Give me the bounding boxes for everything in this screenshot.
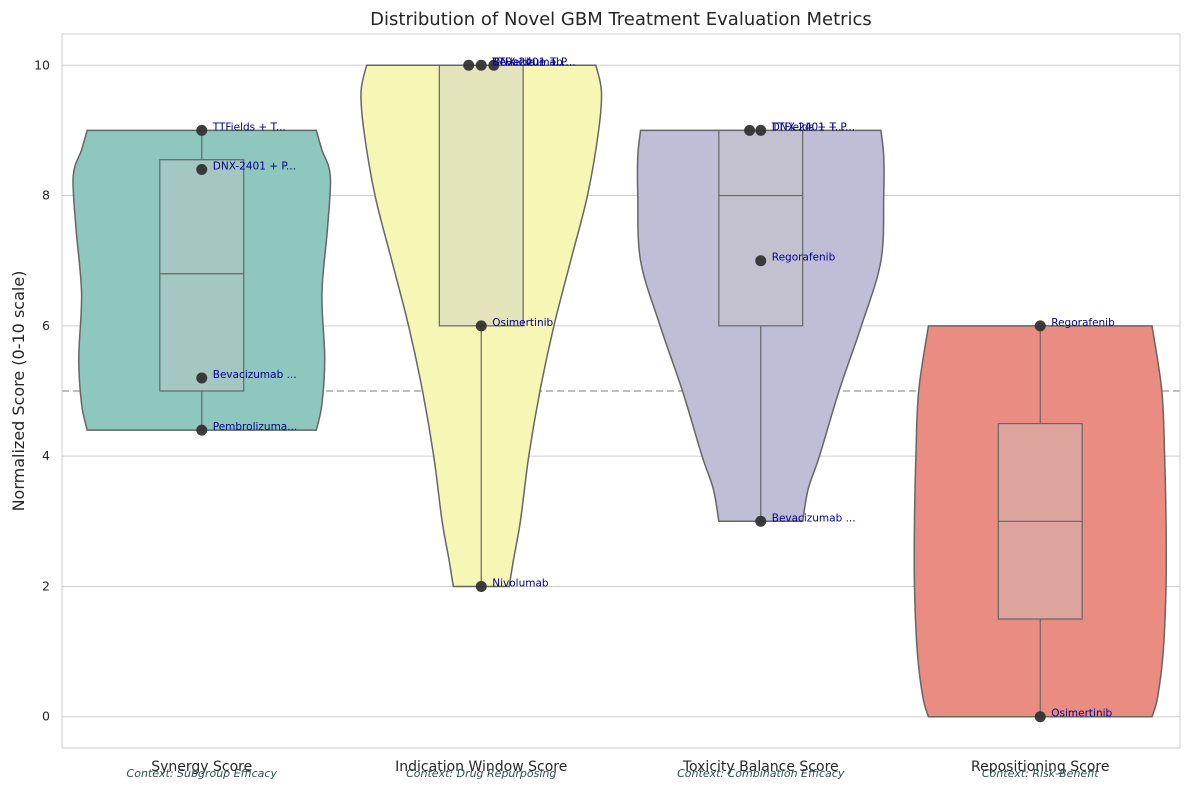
data-point-label: TTFields + T... <box>491 56 565 68</box>
data-point-label: Pembrolizuma... <box>213 421 298 433</box>
x-tick-label: Indication Window Score <box>395 759 567 775</box>
point-layer: TTFields + T...DNX-2401 + P...Bevacizuma… <box>196 56 1115 723</box>
data-point <box>196 372 208 384</box>
box-2 <box>718 129 804 327</box>
data-point <box>475 580 487 592</box>
x-tick-label: Synergy Score <box>151 759 252 775</box>
y-tick-label: 4 <box>42 448 50 463</box>
context-label: Context: Risk-Benefit <box>982 767 1099 780</box>
data-point-label: Bevacizumab ... <box>772 512 856 524</box>
data-point <box>755 124 767 136</box>
data-point <box>755 515 767 527</box>
data-point-label: Regorafenib <box>1051 317 1115 329</box>
context-label: Context: Subgroup Efficacy <box>127 767 278 780</box>
data-point <box>1034 711 1046 723</box>
plot-frame <box>61 33 1181 749</box>
data-point-label: TTFields + T... <box>771 121 845 133</box>
box-1 <box>438 64 524 327</box>
y-tick-label: 0 <box>42 709 50 724</box>
x-tick-label: Repositioning Score <box>971 759 1109 775</box>
y-tick-label: 6 <box>42 318 50 333</box>
box-0 <box>159 159 245 392</box>
data-point-label: Regorafenib <box>772 252 836 264</box>
data-point <box>488 59 500 71</box>
data-point-label: Bevacizumab <box>492 56 563 68</box>
data-point-label: DNX-2401 + P... <box>213 161 296 173</box>
y-axis-label: Normalized Score (0-10 scale) <box>9 271 28 512</box>
data-point <box>196 424 208 436</box>
data-point-label: Nivolumab <box>492 577 549 589</box>
data-point-label: Osimertinib <box>492 317 553 329</box>
x-tick-label: Toxicity Balance Score <box>682 759 839 775</box>
chart-title: Distribution of Novel GBM Treatment Eval… <box>370 9 872 30</box>
y-tick-label: 10 <box>34 57 50 72</box>
data-point-label: Bevacizumab ... <box>213 369 297 381</box>
data-point <box>196 164 208 176</box>
data-point <box>755 255 767 267</box>
data-point-label: TTFields + T... <box>212 121 286 133</box>
box-layer <box>159 64 1083 717</box>
data-point <box>475 320 487 332</box>
context-label: Context: Drug Repurposing <box>406 767 556 780</box>
data-point <box>1034 320 1046 332</box>
y-tick-label: 8 <box>42 188 50 203</box>
y-axis-ticks: 0 2 4 6 8 10 <box>34 57 50 723</box>
data-point <box>196 124 208 136</box>
context-label: Context: Combination Efficacy <box>677 767 845 780</box>
data-point-label: DNX-2401 + P... <box>492 56 575 68</box>
data-point-label: DNX-2401 + P... <box>772 121 855 133</box>
data-point-label: Osimertinib <box>1051 708 1112 720</box>
data-point <box>744 124 756 136</box>
y-tick-label: 2 <box>42 578 50 593</box>
violin-layer <box>72 64 1168 718</box>
data-point <box>463 59 475 71</box>
data-point <box>475 59 487 71</box>
violin-0 <box>72 129 332 431</box>
